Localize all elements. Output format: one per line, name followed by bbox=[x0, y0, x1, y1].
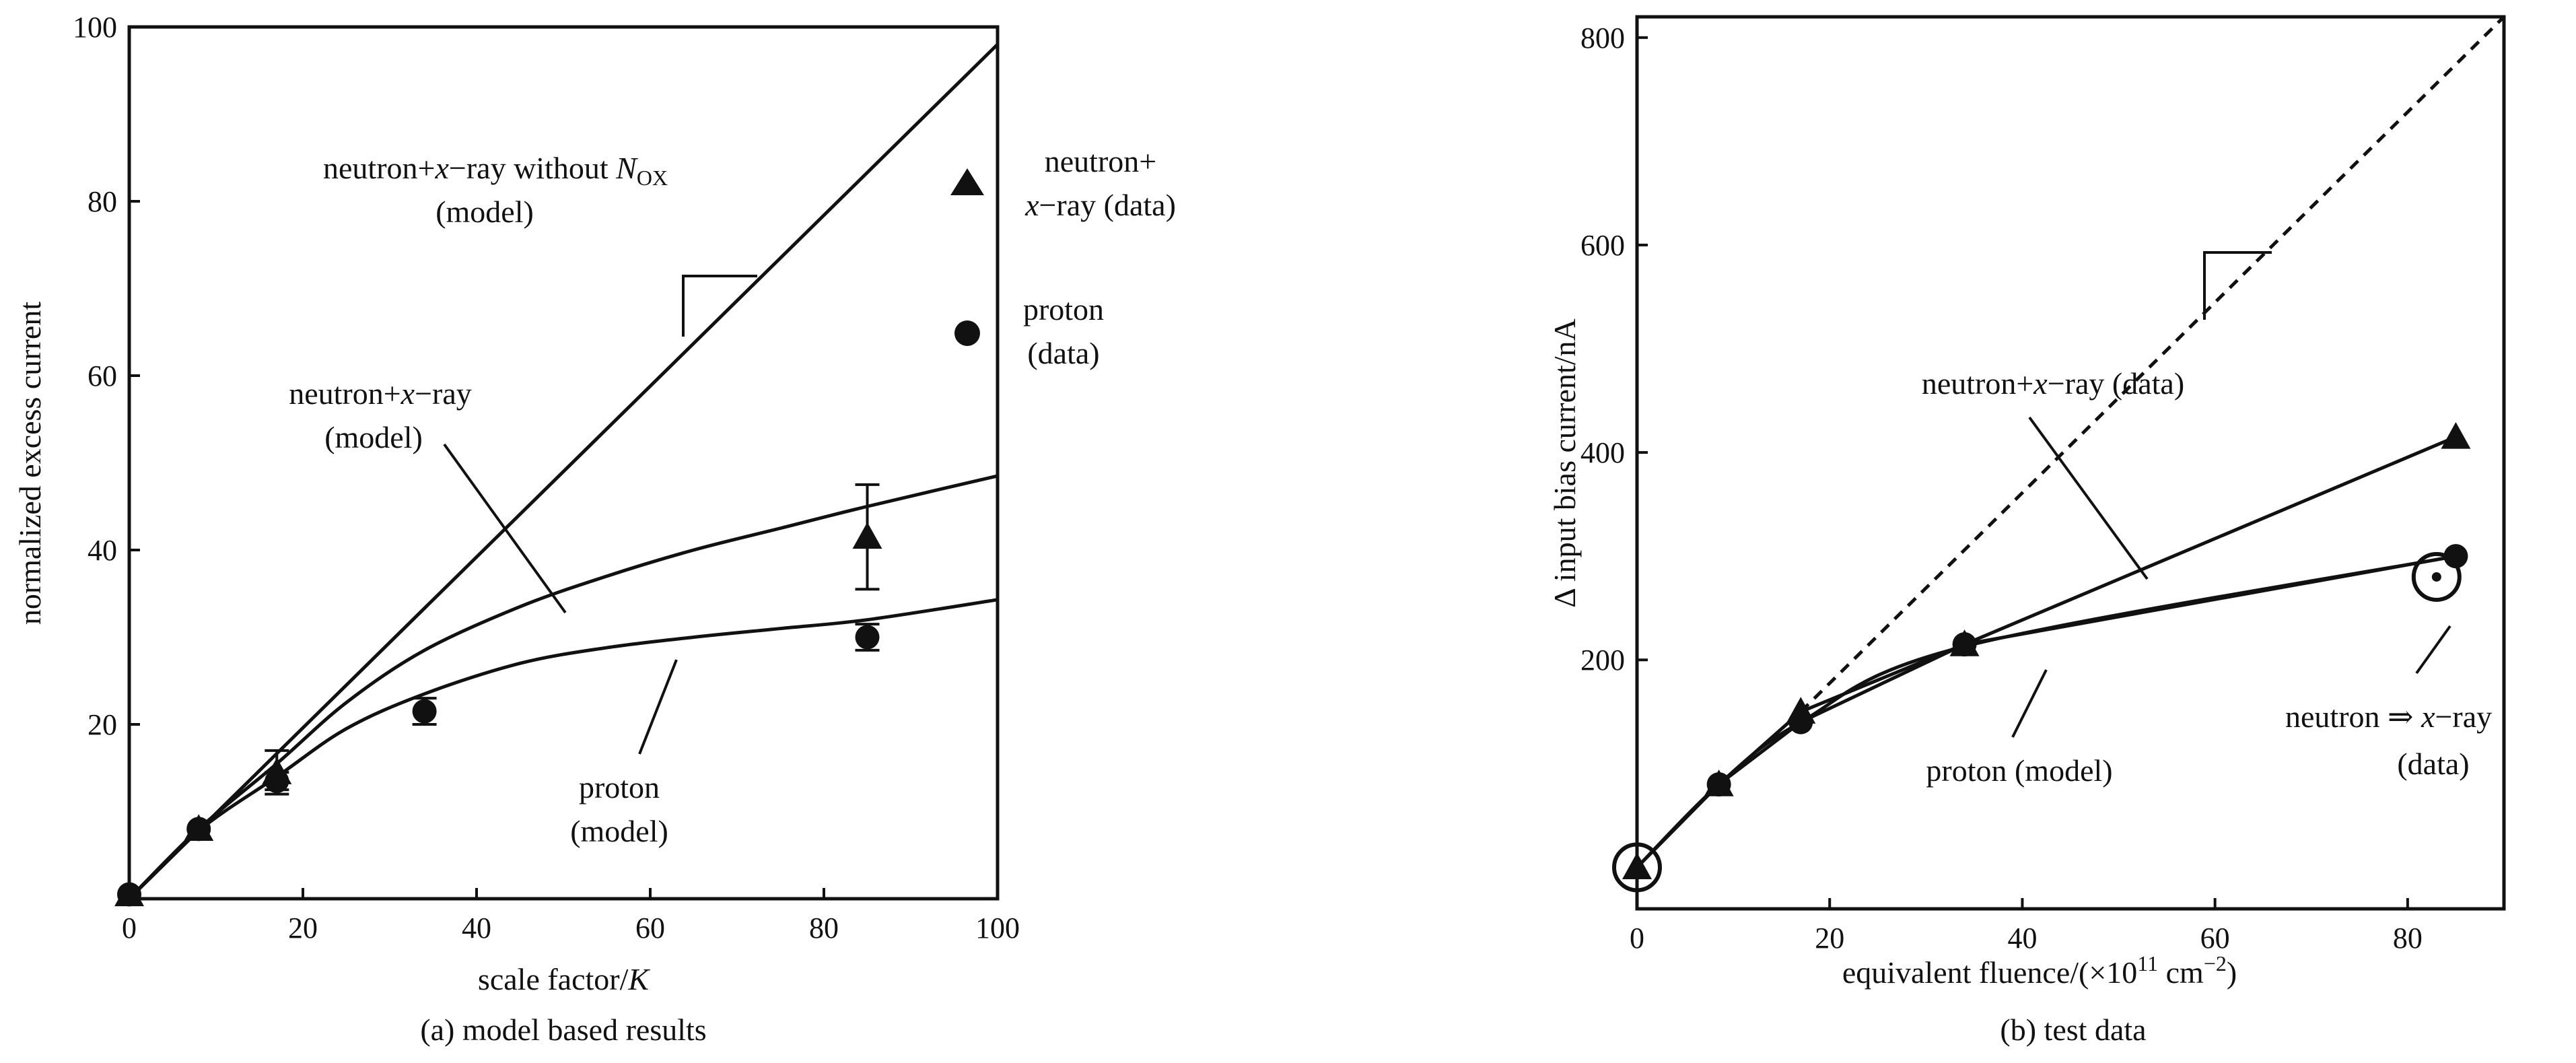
panel-b-xtick-label: 20 bbox=[1815, 922, 1844, 955]
panel-a-ytick-label: 20 bbox=[88, 708, 117, 741]
panel-b-plot-frame bbox=[1635, 15, 2506, 911]
panel-b-nx-data-label: neutron+x−ray (data) bbox=[1922, 366, 2184, 401]
panel-a: 0 20 40 60 80 100 20 40 60 80 100 neutron+x−ray wi… bbox=[13, 11, 1176, 1047]
panel-a-point-circle bbox=[117, 882, 141, 907]
panel-a-ytick-label: 60 bbox=[88, 359, 117, 392]
panel-b-series-neutron_xray_data-line bbox=[1636, 435, 2457, 869]
panel-a-xtick-label: 100 bbox=[975, 912, 1020, 945]
panel-a-xlabel: scale factor/K bbox=[478, 962, 650, 996]
panel-b-ylabel: Δ input bias current/nA bbox=[1547, 318, 1582, 607]
panel-b-nx-data-leader bbox=[2028, 416, 2149, 580]
panel-a-point-circle bbox=[265, 769, 289, 794]
panel-b-series-dashed_extrapolation bbox=[1799, 15, 2505, 714]
panel-b-proton-model-label: proton (model) bbox=[1926, 753, 2112, 788]
panel-a-ticks: 0 20 40 60 80 100 20 40 60 80 100 bbox=[73, 11, 1020, 945]
panel-a-xtick-label: 60 bbox=[635, 912, 665, 945]
panel-b-point-circled-dot-ring bbox=[1612, 842, 1662, 893]
panel-a-proton-model-label-line2: (model) bbox=[570, 814, 668, 848]
panel-b-neutron-xray-leader bbox=[2415, 625, 2451, 675]
panel-a-xtick-label: 0 bbox=[122, 912, 137, 945]
panel-b-point-circled-dot-ring bbox=[2411, 551, 2462, 602]
panel-b-series-proton_points-line bbox=[1718, 554, 2456, 786]
panel-b-ticks: 0 20 40 60 80 200 400 600 800 bbox=[1580, 22, 2423, 955]
panel-a-nx-model-label-line2: (model) bbox=[324, 420, 423, 454]
panel-a-series-without_nox bbox=[128, 43, 999, 900]
panel-a-xtick-label: 40 bbox=[462, 912, 491, 945]
panel-a-nox-leader bbox=[682, 275, 757, 337]
panel-b-point-circle bbox=[1706, 772, 1731, 797]
panel-a-series bbox=[128, 43, 999, 900]
panel-a-nox-label: neutron+x−ray without NOX bbox=[323, 151, 668, 190]
panel-a-proton-model-leader bbox=[638, 659, 678, 755]
panel-b-xtick-label: 40 bbox=[2007, 922, 2037, 955]
panel-b-ytick-label: 200 bbox=[1580, 644, 1625, 677]
panel-b-ytick-label: 800 bbox=[1580, 22, 1625, 55]
panel-a-nx-model-label: neutron+x−ray bbox=[289, 376, 472, 411]
panel-b-point-circled-dot-center bbox=[2431, 572, 2441, 582]
panel-b-markers bbox=[1612, 421, 2471, 893]
panel-a-nx-model-leader bbox=[443, 443, 567, 614]
panel-a-legend-triangle-label: neutron+ bbox=[1045, 144, 1156, 178]
panel-a-point-circle bbox=[412, 699, 437, 724]
panel-b-dashed-leader bbox=[2203, 251, 2272, 320]
panel-a-legend-circle bbox=[954, 320, 980, 346]
panel-a-markers bbox=[114, 483, 882, 907]
panel-b-proton-model-leader bbox=[2011, 669, 2048, 738]
panel-b-point-circle bbox=[2443, 544, 2468, 569]
panel-b: 0 20 40 60 80 200 400 600 800 neutron+x−ray (dat… bbox=[1547, 15, 2506, 1047]
panel-a-legend-circle-label-line2: (data) bbox=[1027, 336, 1099, 370]
panel-a-legend-triangle bbox=[950, 168, 984, 195]
panel-b-point-circled-dot-center bbox=[1632, 862, 1642, 872]
panel-a-series-neutron_xray_model bbox=[128, 474, 998, 900]
panel-b-xlabel: equivalent fluence/(×1011 cm−2) bbox=[1842, 951, 2237, 990]
panel-a-ytick-label: 80 bbox=[88, 185, 117, 218]
panel-a-legend-circle-label: proton bbox=[1023, 292, 1104, 327]
panel-b-point-circle bbox=[1788, 710, 1813, 734]
panel-b-xtick-label: 60 bbox=[2200, 922, 2230, 955]
panel-b-point-circle bbox=[1952, 632, 1977, 657]
panel-a-xtick-label: 20 bbox=[288, 912, 318, 945]
panel-a-proton-model-label: proton bbox=[579, 770, 660, 804]
panel-a-plot-frame bbox=[127, 25, 1000, 901]
panel-b-neutron-xray-label-line2: (data) bbox=[2397, 747, 2469, 781]
panel-b-neutron-xray-label: neutron ⇒ x−ray bbox=[2285, 699, 2492, 734]
panel-a-point-circle bbox=[186, 817, 211, 842]
panel-b-xtick-label: 0 bbox=[1630, 922, 1644, 955]
panel-a-nox-label-line2: (model) bbox=[436, 195, 534, 229]
panel-a-legend-triangle-label-line2: x−ray (data) bbox=[1024, 188, 1176, 222]
panel-a-ylabel: normalized excess current bbox=[13, 302, 47, 625]
panel-a-point-circle bbox=[855, 625, 880, 650]
panel-b-ytick-label: 400 bbox=[1580, 436, 1625, 469]
panel-a-series-proton_model bbox=[128, 598, 998, 900]
panel-b-ytick-label: 600 bbox=[1580, 229, 1625, 262]
panel-a-ytick-label: 100 bbox=[73, 11, 117, 44]
panel-b-caption: (b) test data bbox=[2000, 1013, 2146, 1047]
panel-a-caption: (a) model based results bbox=[420, 1013, 706, 1047]
panel-a-point-triangle bbox=[852, 522, 882, 549]
panel-a-ytick-label: 40 bbox=[88, 534, 117, 567]
panel-a-xtick-label: 80 bbox=[809, 912, 839, 945]
panel-b-series bbox=[1636, 15, 2505, 869]
panel-b-xtick-label: 80 bbox=[2393, 922, 2423, 955]
panel-b-point-triangle bbox=[2441, 421, 2471, 449]
